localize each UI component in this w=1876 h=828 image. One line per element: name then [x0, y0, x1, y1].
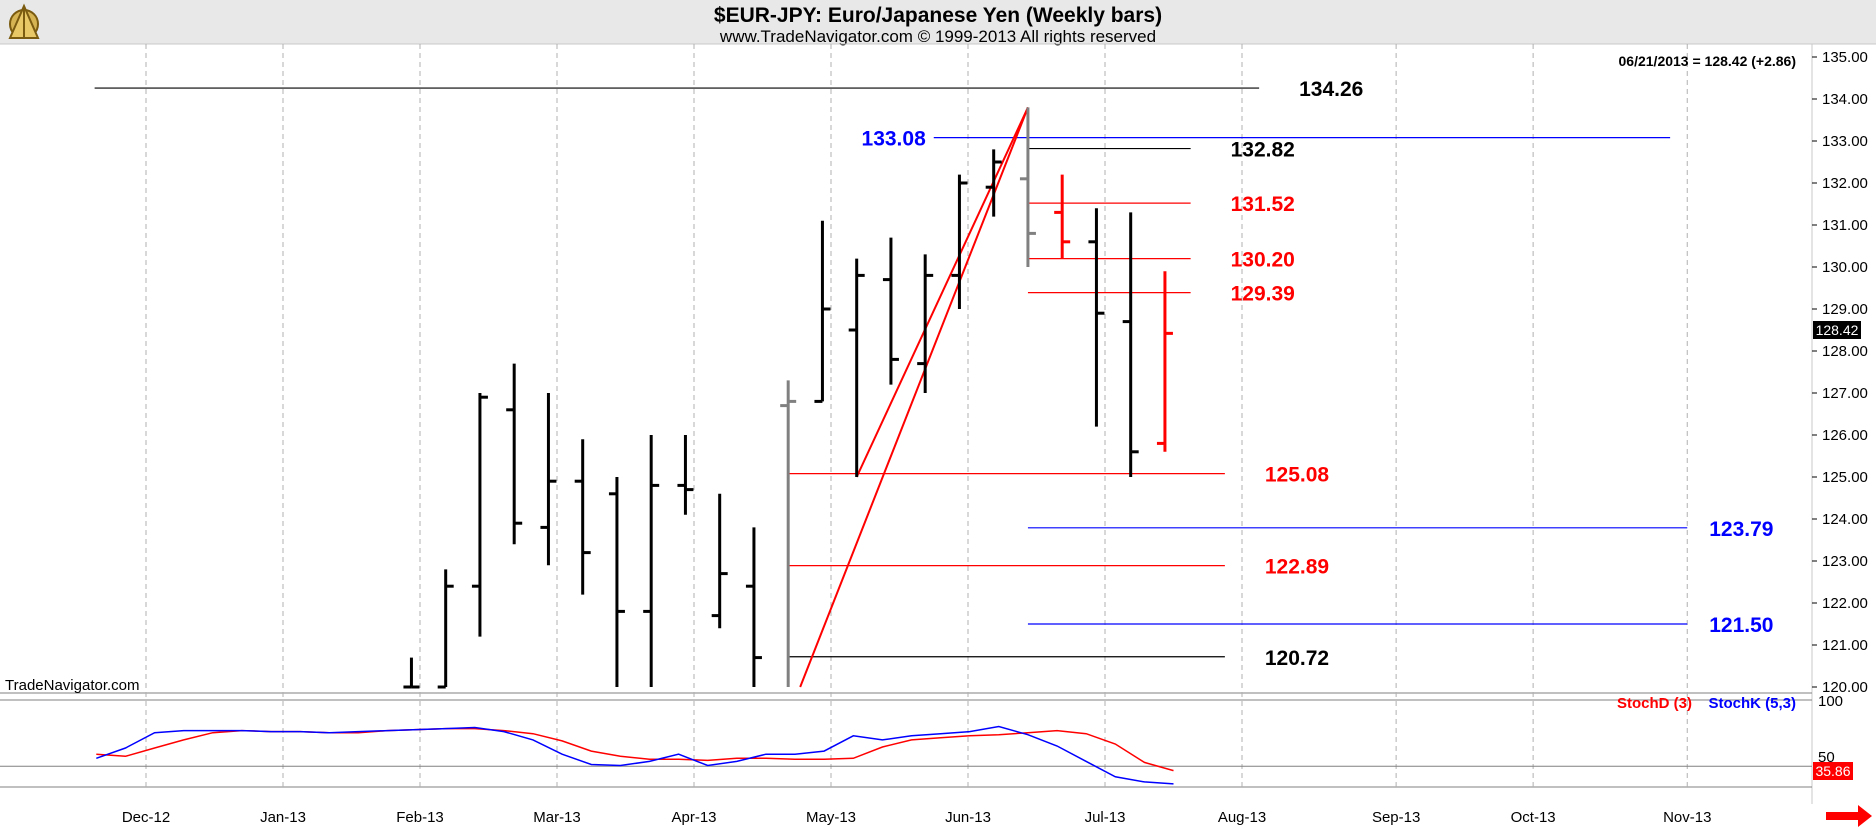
y-tick-label: 126.00 [1822, 427, 1868, 444]
ohlc-bar [437, 569, 454, 689]
ohlc-bar [471, 393, 488, 637]
sextant-logo-icon [8, 3, 40, 39]
bar-layer [403, 107, 1173, 689]
x-tick-label: Dec-12 [122, 809, 170, 826]
y-tick-label: 124.00 [1822, 511, 1868, 528]
stoch-last-badge [1813, 762, 1853, 780]
x-tick-label: Jun-13 [945, 809, 991, 826]
stoch-d-legend: StochD (3) [1617, 695, 1692, 712]
last-price-label: 128.42 [1816, 322, 1859, 338]
trendline [799, 107, 1029, 688]
scroll-right-arrow-icon[interactable] [1826, 805, 1872, 827]
ohlc-bar [814, 220, 831, 403]
y-tick-label: 134.00 [1822, 91, 1868, 108]
level-label: 122.89 [1265, 556, 1329, 579]
y-tick-label: 132.00 [1822, 175, 1868, 192]
x-tick-label: Mar-13 [533, 809, 581, 826]
header-band [0, 0, 1876, 44]
y-tick-label: 128.00 [1822, 343, 1868, 360]
ohlc-bar [882, 237, 899, 385]
y-tick-label: 127.00 [1822, 385, 1868, 402]
y-tick-label: 135.00 [1822, 49, 1868, 66]
x-tick-label: Sep-13 [1372, 809, 1420, 826]
axis-layer: Dec-12 Jan-13 Feb-13 Mar-13 Apr-13 May-13 Jun-… [122, 49, 1868, 826]
ohlc-bar [1019, 107, 1036, 267]
ohlc-bar [677, 435, 694, 515]
stoch-100-label: 100 [1818, 693, 1843, 710]
ohlc-bar [745, 527, 762, 687]
watermark: TradeNavigator.com [5, 677, 140, 694]
x-tick-label: Nov-13 [1663, 809, 1711, 826]
stoch-last-value: 35.86 [1815, 763, 1850, 779]
ohlc-bar [917, 254, 934, 393]
ohlc-bar [780, 380, 797, 687]
level-label: 132.82 [1231, 139, 1295, 162]
ohlc-bar [540, 393, 557, 566]
level-label: 131.52 [1231, 193, 1295, 216]
y-tick-label: 131.00 [1822, 217, 1868, 234]
last-quote: 06/21/2013 = 128.42 (+2.86) [1619, 53, 1796, 69]
level-label: 130.20 [1231, 249, 1295, 272]
ohlc-bar [1122, 212, 1139, 477]
trendline [855, 106, 1029, 478]
ohlc-bar [1088, 208, 1105, 427]
ohlc-bar [506, 363, 523, 545]
y-tick-label: 122.00 [1822, 595, 1868, 612]
x-tick-label: Jul-13 [1085, 809, 1126, 826]
last-price-badge [1813, 321, 1861, 339]
x-tick-label: Oct-13 [1511, 809, 1556, 826]
y-tick-label: 121.00 [1822, 637, 1868, 654]
x-tick-label: Jan-13 [260, 809, 306, 826]
x-tick-label: Apr-13 [671, 809, 716, 826]
level-label: 134.26 [1299, 78, 1363, 101]
level-label: 123.79 [1709, 518, 1773, 541]
level-layer: 134.26 133.08 132.82 131.52 130.20 129.39 125.… [94, 78, 1773, 670]
ohlc-bar [985, 149, 1002, 217]
stoch-layer [96, 725, 1174, 785]
ohlc-bar [643, 435, 660, 687]
stoch-d-line [96, 727, 1174, 772]
y-tick-label: 120.00 [1822, 679, 1868, 696]
chart-subtitle: www.TradeNavigator.com © 1999-2013 All r… [719, 27, 1156, 46]
level-label: 120.72 [1265, 647, 1329, 670]
ohlc-bar [608, 477, 625, 687]
ohlc-bar [848, 258, 865, 477]
x-tick-label: Feb-13 [396, 809, 444, 826]
x-tick-label: Aug-13 [1218, 809, 1266, 826]
ohlc-bar [1054, 174, 1071, 259]
y-tick-label: 133.00 [1822, 133, 1868, 150]
x-tick-label: May-13 [806, 809, 856, 826]
stoch-k-line [96, 725, 1174, 785]
ohlc-bar [403, 657, 420, 689]
y-tick-label: 129.00 [1822, 301, 1868, 318]
chart-title: $EUR-JPY: Euro/Japanese Yen (Weekly bars… [714, 4, 1162, 27]
ohlc-bar [951, 174, 968, 309]
y-tick-label: 123.00 [1822, 553, 1868, 570]
ohlc-bar [574, 439, 591, 595]
level-label: 133.08 [862, 128, 927, 151]
ohlc-bar [1156, 271, 1173, 452]
level-label: 125.08 [1265, 464, 1330, 487]
y-tick-label: 125.00 [1822, 469, 1868, 486]
stoch-50-label: 50 [1818, 749, 1835, 766]
level-label: 121.50 [1709, 614, 1773, 637]
stoch-k-legend: StochK (5,3) [1708, 695, 1796, 712]
level-label: 129.39 [1231, 283, 1295, 306]
ohlc-bar [711, 493, 728, 629]
y-tick-label: 130.00 [1822, 259, 1868, 276]
grid-layer [0, 44, 1812, 787]
trend-layer [799, 106, 1029, 688]
